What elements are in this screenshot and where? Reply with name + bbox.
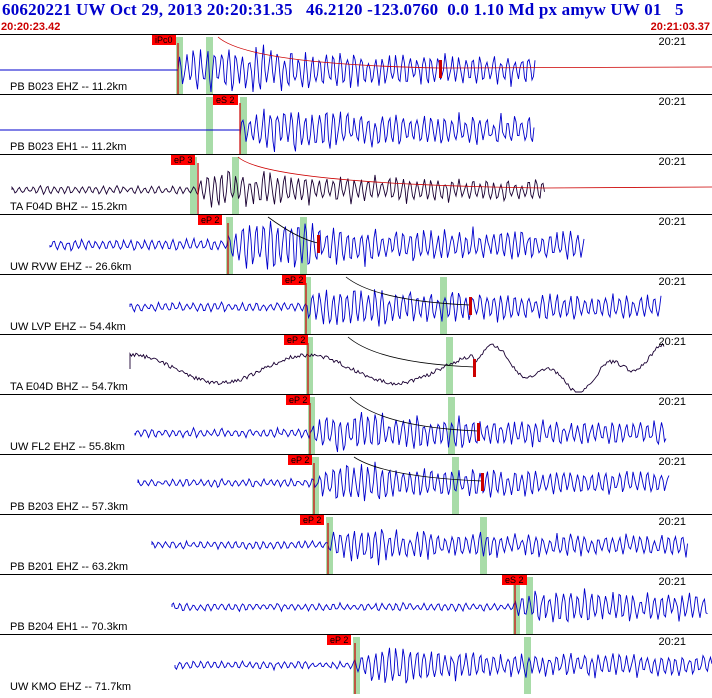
waveform-plot: [49, 216, 585, 274]
predicted-p-window: [326, 517, 333, 574]
window-start-time: 20:20:23.42: [1, 21, 61, 33]
station-label: PB B203 EHZ -- 57.3km: [10, 501, 128, 513]
waveform-plot: [171, 577, 708, 634]
trace-panel[interactable]: eP 2 20:21 UW FL2 EHZ -- 55.8km: [0, 394, 712, 454]
predicted-p-window: [190, 157, 197, 214]
minute-mark-label: 20:21: [658, 276, 686, 288]
waveform-line: [174, 647, 712, 684]
station-label: UW RVW EHZ -- 26.6km: [10, 261, 132, 273]
station-label: TA E04D BHZ -- 54.7km: [10, 381, 128, 393]
minute-mark-label: 20:21: [658, 516, 686, 528]
coda-decay-curve: [237, 156, 712, 189]
station-label: UW LVP EHZ -- 54.4km: [10, 321, 126, 333]
amplitude-pick-marker: [469, 297, 472, 315]
station-label: PB B204 EH1 -- 70.3km: [10, 621, 128, 633]
waveform-plot: [11, 156, 712, 214]
trace-panel[interactable]: eP 2 20:21 UW KMO EHZ -- 71.7km: [0, 634, 712, 694]
station-label: TA F04D BHZ -- 15.2km: [10, 201, 128, 213]
phase-pick[interactable]: eP 2: [288, 455, 313, 465]
predicted-p-window: [176, 37, 183, 94]
predicted-s-window: [232, 157, 239, 214]
predicted-p-window: [312, 457, 319, 514]
waveform-plot: [134, 396, 667, 454]
phase-pick[interactable]: eP 2: [286, 395, 311, 405]
minute-mark-label: 20:21: [658, 96, 686, 108]
trace-panel[interactable]: eP 2 20:21 PB B201 EHZ -- 63.2km: [0, 514, 712, 574]
waveform-line: [129, 289, 662, 327]
minute-mark-label: 20:21: [658, 576, 686, 588]
amplitude-pick-marker: [473, 359, 476, 377]
minute-mark-label: 20:21: [658, 156, 686, 168]
waveform-line: [0, 44, 536, 93]
amplitude-pick-marker: [481, 473, 484, 491]
minute-mark-label: 20:21: [658, 456, 686, 468]
window-end-time: 20:21:03.37: [650, 21, 710, 33]
waveform-line: [134, 412, 667, 453]
amplitude-pick-marker: [439, 60, 442, 78]
predicted-p-window: [206, 97, 213, 154]
trace-panel[interactable]: eS 2 20:21 PB B023 EH1 -- 11.2km: [0, 94, 712, 154]
waveform-line: [171, 588, 708, 623]
trace-panel[interactable]: eP 2 20:21 UW RVW EHZ -- 26.6km: [0, 214, 712, 274]
minute-mark-label: 20:21: [658, 216, 686, 228]
waveform-plot: [0, 36, 712, 94]
coda-decay-curve: [347, 336, 475, 368]
predicted-s-window: [206, 37, 213, 94]
waveform-line: [137, 461, 670, 502]
trace-panel[interactable]: eS 2 20:21 PB B204 EH1 -- 70.3km: [0, 574, 712, 634]
coda-decay-curve: [345, 276, 471, 306]
waveform-plot: [137, 456, 670, 514]
station-label: PB B023 EHZ -- 11.2km: [10, 81, 128, 93]
waveform-line: [129, 342, 665, 393]
waveform-line: [0, 108, 535, 153]
coda-decay-curve: [349, 396, 479, 432]
predicted-p-window: [226, 217, 233, 274]
trace-panel[interactable]: eP 3 20:21 TA F04D BHZ -- 15.2km: [0, 154, 712, 214]
predicted-p-window: [306, 337, 313, 394]
trace-panel[interactable]: iPc0 20:21 PB B023 EHZ -- 11.2km: [0, 34, 712, 94]
coda-decay-curve: [267, 216, 319, 244]
waveform-line: [11, 170, 545, 208]
phase-pick[interactable]: eP 2: [327, 635, 352, 645]
minute-mark-label: 20:21: [658, 336, 686, 348]
phase-pick[interactable]: eP 2: [282, 275, 307, 285]
trace-panel[interactable]: eP 2 20:21 TA E04D BHZ -- 54.7km: [0, 334, 712, 394]
coda-decay-curve: [353, 456, 483, 482]
phase-pick[interactable]: eP 2: [284, 335, 309, 345]
waveform-plot: [151, 517, 688, 574]
seismogram-traces[interactable]: iPc0 20:21 PB B023 EHZ -- 11.2km eS 2 20…: [0, 34, 712, 698]
waveform-line: [49, 220, 585, 270]
predicted-s-window: [480, 517, 487, 574]
trace-panel[interactable]: eP 2 20:21 PB B203 EHZ -- 57.3km: [0, 454, 712, 514]
station-label: PB B201 EHZ -- 63.2km: [10, 561, 128, 573]
predicted-p-window: [304, 277, 311, 334]
waveform-plot: [174, 637, 712, 694]
amplitude-pick-marker: [477, 423, 480, 441]
waveform-line: [151, 529, 688, 566]
waveform-plot: [0, 97, 535, 154]
event-header: 60620221 UW Oct 29, 2013 20:20:31.35 46.…: [0, 0, 712, 34]
waveform-plot: [129, 276, 662, 334]
station-label: UW FL2 EHZ -- 55.8km: [10, 441, 125, 453]
station-label: PB B023 EH1 -- 11.2km: [10, 141, 127, 153]
predicted-s-window: [526, 577, 533, 634]
waveform-plot: [129, 336, 665, 394]
predicted-p-window: [308, 397, 315, 454]
station-label: UW KMO EHZ -- 71.7km: [10, 681, 132, 693]
amplitude-pick-marker: [317, 235, 320, 253]
minute-mark-label: 20:21: [658, 36, 686, 48]
minute-mark-label: 20:21: [658, 636, 686, 648]
phase-pick[interactable]: eS 2: [213, 95, 238, 105]
coda-decay-curve: [217, 36, 712, 69]
minute-mark-label: 20:21: [658, 396, 686, 408]
trace-panel[interactable]: eP 2 20:21 UW LVP EHZ -- 54.4km: [0, 274, 712, 334]
phase-pick[interactable]: eP 3: [171, 155, 196, 165]
predicted-s-window: [452, 457, 459, 514]
phase-pick[interactable]: iPc0: [152, 35, 176, 45]
predicted-s-window: [240, 97, 247, 154]
phase-pick[interactable]: eP 2: [300, 515, 325, 525]
phase-pick[interactable]: eS 2: [502, 575, 527, 585]
event-title: 60620221 UW Oct 29, 2013 20:20:31.35 46.…: [2, 0, 684, 19]
phase-pick[interactable]: eP 2: [198, 215, 223, 225]
